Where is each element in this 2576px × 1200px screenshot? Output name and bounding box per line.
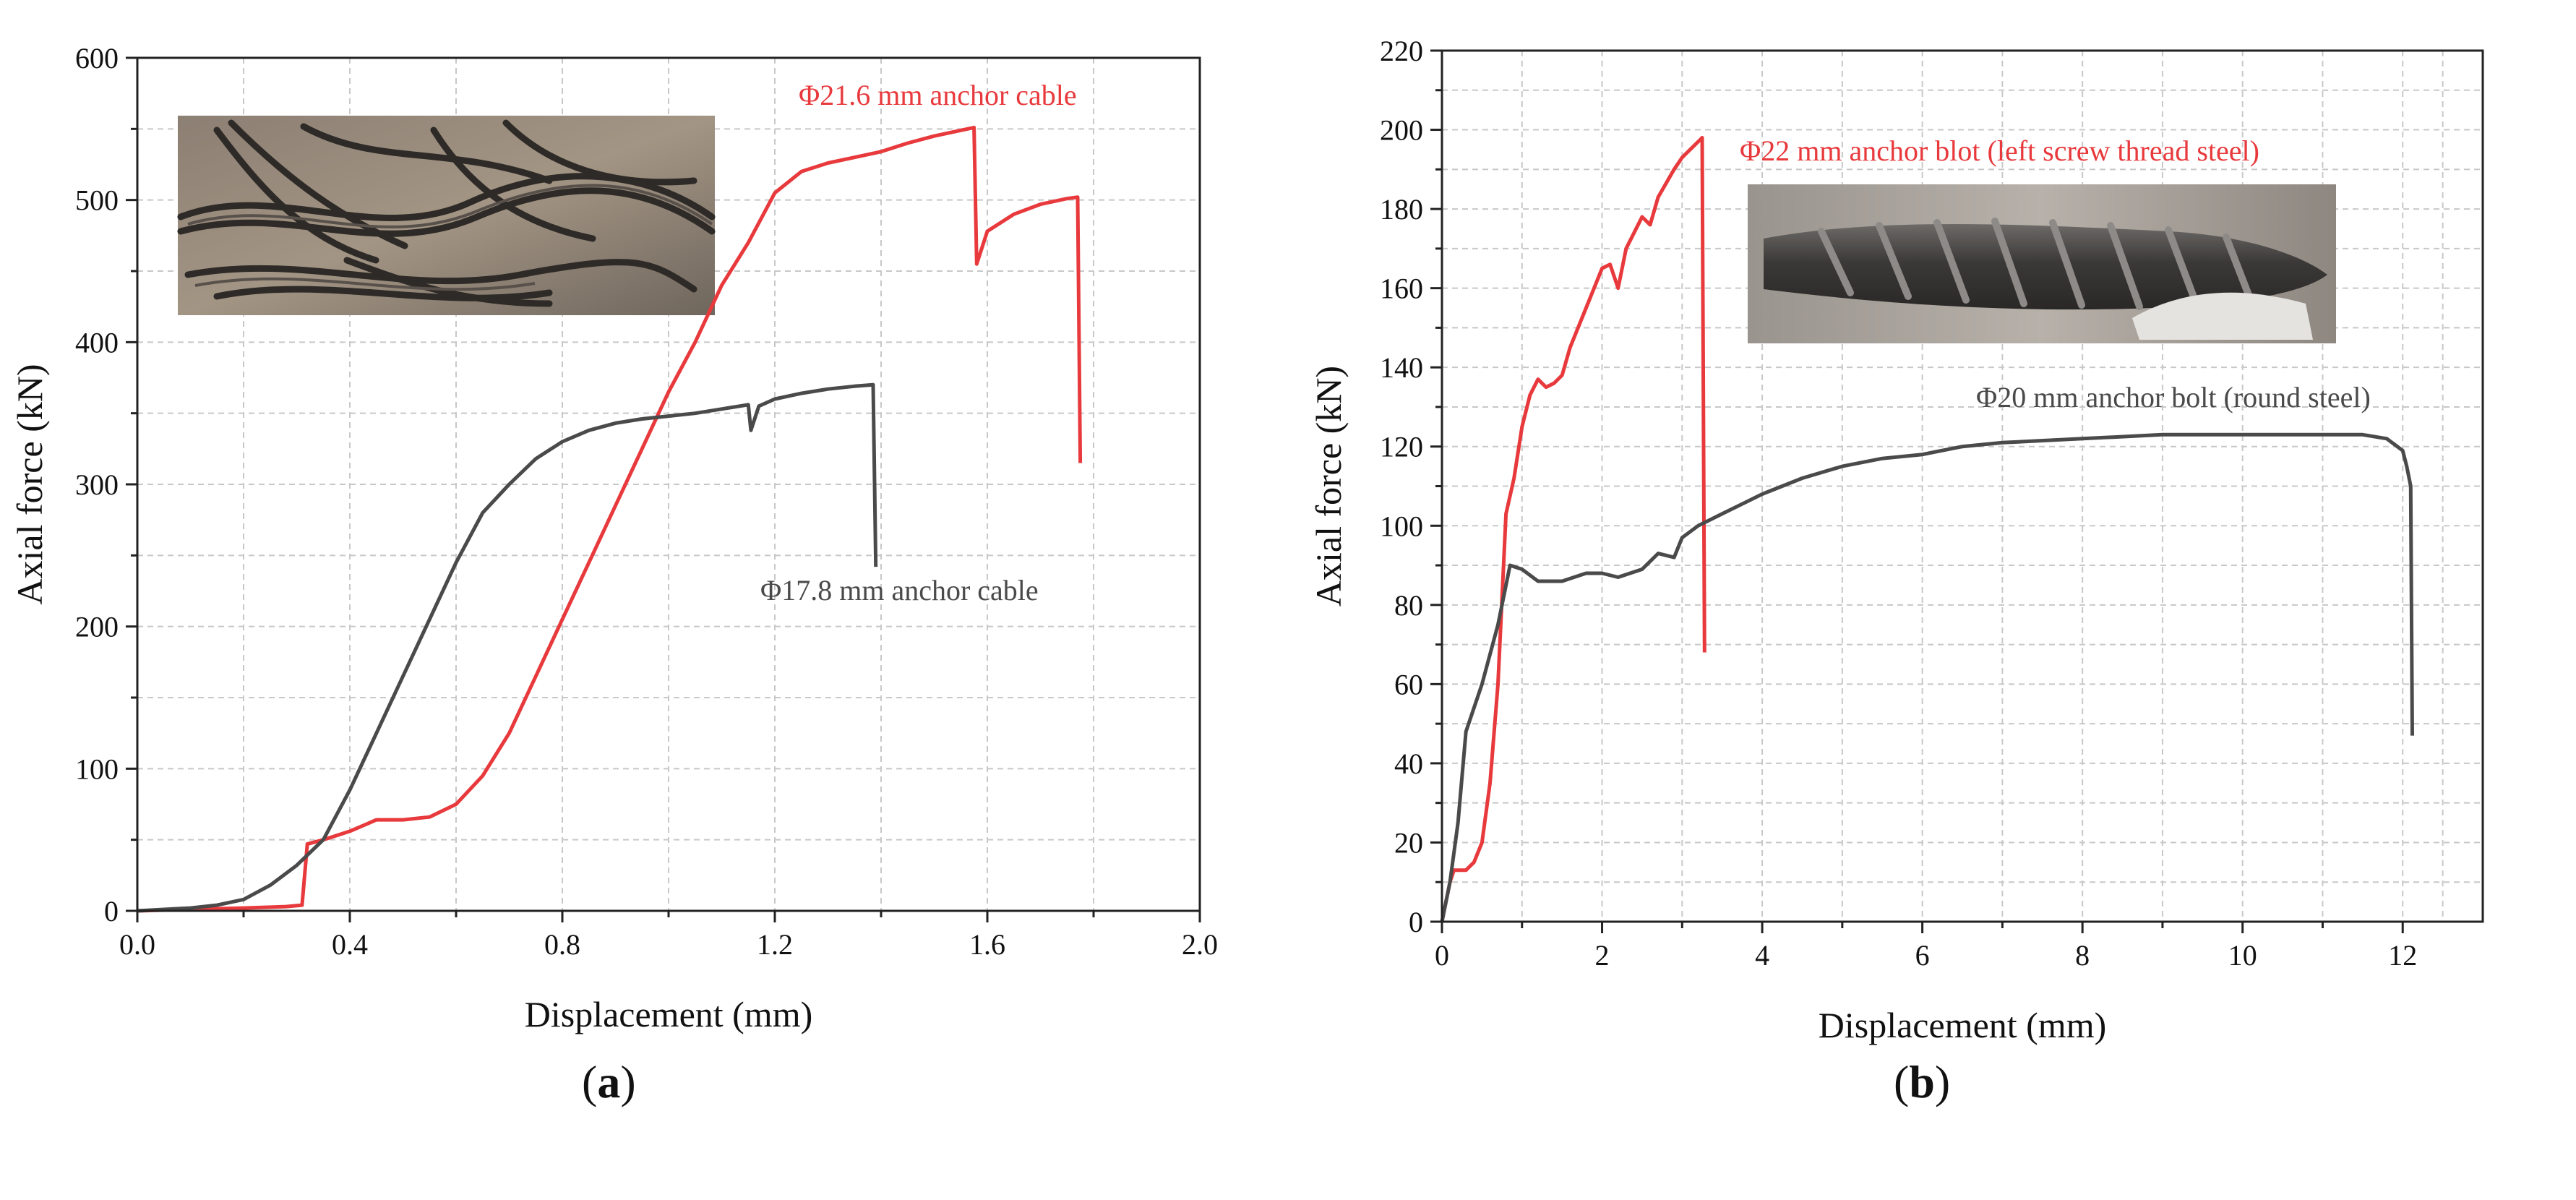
y-tick-label-b-2: 40 — [1394, 747, 1423, 780]
panel-label-b-letter: b — [1909, 1056, 1935, 1107]
y-tick-label-b-0: 0 — [1409, 906, 1423, 938]
series-label-b-1: Φ20 mm anchor bolt (round steel) — [1976, 381, 2371, 413]
x-tick-label-b-2: 4 — [1755, 939, 1769, 972]
inset-photo-strands — [177, 116, 716, 315]
x-axis-label-a: Displacement (mm) — [525, 994, 813, 1034]
y-tick-label-b-3: 60 — [1394, 668, 1423, 700]
y-tick-label-a-6: 600 — [75, 42, 119, 74]
y-tick-label-a-5: 500 — [75, 184, 119, 217]
x-tick-label-a-4: 1.6 — [969, 928, 1005, 961]
y-tick-label-a-0: 0 — [104, 895, 119, 927]
y-tick-label-a-3: 300 — [75, 468, 119, 501]
x-tick-label-a-5: 2.0 — [1182, 928, 1218, 961]
chart-panel-b: Φ22 mm anchor blot (left screw thread st… — [1308, 35, 2484, 1045]
series-line-a-1 — [137, 382, 878, 913]
chart-panel-a: Φ21.6 mm anchor cable Φ17.8 mm anchor cab… — [9, 42, 1218, 1034]
x-tick-label-b-4: 8 — [2075, 939, 2090, 972]
x-tick-label-b-6: 12 — [2388, 939, 2417, 972]
y-axis-label-a: Axial force (kN) — [9, 364, 50, 604]
y-tick-label-b-11: 220 — [1380, 35, 1423, 67]
series-line-a-0 — [137, 125, 1083, 913]
y-tick-label-a-4: 400 — [75, 326, 119, 359]
panel-label-b: (b) — [1894, 1056, 1951, 1107]
y-tick-label-b-1: 20 — [1394, 826, 1423, 859]
y-tick-label-a-2: 200 — [75, 611, 119, 643]
x-axis-label-b: Displacement (mm) — [1819, 1005, 2107, 1045]
x-tick-label-b-3: 6 — [1915, 939, 1930, 972]
x-tick-label-a-1: 0.4 — [332, 928, 368, 961]
axes-b: 0 2 4 6 8 10 12020406080100120140160180200220D… — [1308, 35, 2484, 1045]
y-tick-label-b-8: 160 — [1380, 273, 1423, 305]
y-tick-label-b-6: 120 — [1380, 431, 1423, 463]
x-tick-label-a-0: 0.0 — [119, 928, 155, 961]
x-tick-label-b-1: 2 — [1595, 939, 1610, 972]
series-layer-b: Φ22 mm anchor blot (left screw thread st… — [1440, 134, 2414, 922]
y-tick-label-b-9: 180 — [1380, 193, 1423, 226]
series-label-a-0: Φ21.6 mm anchor cable — [799, 79, 1077, 111]
y-axis-label-b: Axial force (kN) — [1308, 366, 1349, 607]
y-tick-label-b-7: 140 — [1380, 351, 1423, 384]
x-tick-label-b-5: 10 — [2228, 939, 2257, 972]
series-line-b-1 — [1440, 432, 2414, 922]
y-tick-label-a-1: 100 — [75, 753, 119, 785]
axes-a: 0.0 0.4 0.8 1.2 1.6 2.0 0 100 200 300 400 500 600 Dis… — [9, 42, 1218, 1034]
grid-b — [1442, 50, 2483, 922]
x-tick-label-a-3: 1.2 — [757, 928, 793, 961]
x-tick-label-b-0: 0 — [1435, 939, 1449, 972]
series-label-b-0: Φ22 mm anchor blot (left screw thread st… — [1740, 134, 2259, 167]
x-tick-label-a-2: 0.8 — [544, 928, 580, 961]
y-tick-label-b-5: 100 — [1380, 510, 1423, 542]
panel-label-a-letter: a — [597, 1056, 621, 1107]
inset-photo-bolt — [1748, 184, 2336, 343]
series-label-a-1: Φ17.8 mm anchor cable — [760, 574, 1039, 607]
panel-label-a: (a) — [582, 1056, 636, 1107]
series-layer-a: Φ21.6 mm anchor cable Φ17.8 mm anchor cab… — [137, 79, 1083, 913]
series-line-b-0 — [1440, 136, 1706, 922]
y-tick-label-b-4: 80 — [1394, 589, 1423, 622]
y-tick-label-b-10: 200 — [1380, 114, 1423, 147]
